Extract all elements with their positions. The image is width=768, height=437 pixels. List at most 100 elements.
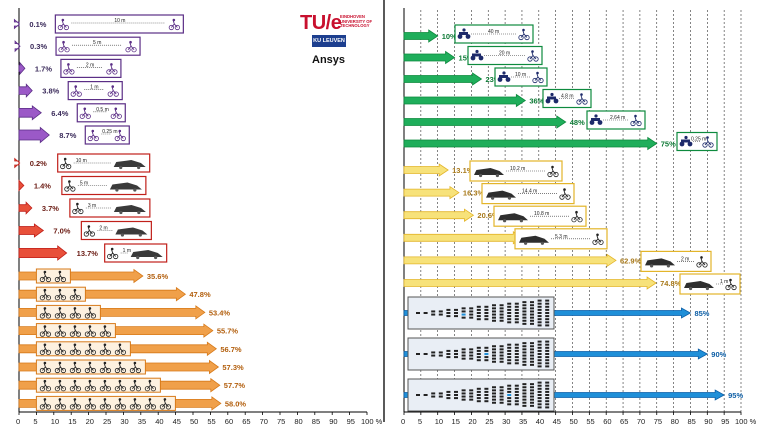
data-label: 3.8% [42, 87, 59, 96]
x-tick-label: 35 [138, 417, 146, 426]
car-icon [113, 205, 146, 215]
cyclist-icon [114, 129, 126, 142]
cyclist-icon [64, 180, 76, 192]
data-label: 3.7% [42, 204, 59, 213]
cyclist-icon [107, 85, 119, 97]
data-label: 13.7% [77, 249, 99, 258]
data-label: 0.1% [29, 20, 46, 29]
distance-label: 2 m [86, 62, 94, 68]
rider-line-inset [35, 341, 131, 357]
peloton-inset [407, 337, 555, 371]
bar-rider-car [14, 157, 21, 169]
car-icon [113, 160, 146, 170]
data-label: 95% [728, 391, 743, 400]
data-label: 6.4% [51, 109, 68, 118]
cyclist-icon [69, 325, 82, 337]
cyclist-icon [70, 85, 82, 97]
data-label: 85% [694, 309, 709, 318]
distance-label: 10 m [515, 72, 526, 78]
cyclist-icon [99, 343, 112, 355]
cyclist-icon [69, 398, 82, 410]
cyclist-icon [125, 40, 137, 53]
distance-label: 40 m [488, 29, 499, 35]
kuleuven-logo: KU LEUVEN [312, 35, 346, 47]
x-tick-label: 30 [120, 417, 128, 426]
cyclist-icon [99, 379, 112, 392]
cyclist-icon [39, 307, 52, 319]
cyclist-icon [114, 343, 127, 355]
cyclist-icon [168, 18, 180, 31]
x-tick-label: 5 [418, 417, 422, 426]
x-tick-label: 65 [242, 417, 250, 426]
distance-inset: 14.4 m [481, 183, 575, 205]
x-tick-label: 80 [294, 417, 302, 426]
rider-line-inset [35, 286, 86, 302]
data-label: 7.0% [53, 227, 70, 236]
cyclist-icon [54, 343, 67, 355]
x-tick-label: 35 [519, 417, 527, 426]
car-icon [684, 281, 714, 291]
x-tick-label: 0 [401, 417, 405, 426]
data-label: 1.7% [35, 64, 52, 73]
data-label: 16.3% [463, 189, 485, 198]
data-label: 8.7% [59, 131, 76, 140]
cyclist-icon [518, 28, 530, 41]
distance-inset: 1 m [104, 243, 168, 263]
cyclist-icon [69, 343, 82, 355]
x-tick-label: 85 [687, 417, 695, 426]
tue-logo-subtitle: EINDHOVEN UNIVERSITY OF TECHNOLOGY [340, 14, 373, 29]
cyclist-icon [79, 107, 91, 119]
x-tick-label: 25 [485, 417, 493, 426]
x-tick-label: 10 [435, 417, 443, 426]
distance-label: 14.4 m [522, 189, 537, 195]
peloton-inset [407, 296, 555, 330]
data-label: 58.0% [225, 399, 247, 408]
bar-rider-pair [18, 105, 42, 121]
distance-label: 10.8 m [534, 211, 549, 217]
x-tick-label: 85 [312, 417, 320, 426]
bar-rider-motorcycle [403, 115, 567, 129]
distance-inset: 2 m [80, 220, 152, 241]
cyclist-icon [84, 398, 97, 410]
data-label: 13.1% [452, 166, 474, 175]
x-tick-label: 90 [329, 417, 337, 426]
motorcycle-icon [589, 114, 603, 125]
motorcycle-icon [497, 71, 511, 82]
bar-rider-pair [18, 83, 33, 98]
distance-label: 5 m [80, 181, 88, 187]
car-icon [498, 213, 528, 223]
distance-label: 1 m [123, 248, 131, 254]
distance-inset: 10.2 m [469, 160, 563, 182]
distance-label: 0.25 m [691, 137, 706, 143]
cyclist-icon [114, 361, 127, 374]
cyclist-icon [129, 398, 141, 410]
data-label: 0.3% [30, 42, 47, 51]
x-tick-label: 65 [620, 417, 628, 426]
car-icon [645, 258, 675, 268]
cyclist-icon [114, 398, 127, 410]
x-tick-label: 70 [260, 417, 268, 426]
cyclist-icon [144, 398, 156, 410]
x-tick-label: 45 [173, 417, 181, 426]
cyclist-icon [54, 379, 67, 392]
cyclist-icon [54, 270, 67, 283]
cyclist-icon [84, 379, 97, 392]
distance-label: 10 m [114, 18, 125, 24]
cyclist-icon [107, 247, 119, 260]
data-label: 62.9% [620, 256, 642, 265]
rider-line-inset [35, 395, 176, 411]
data-label: 55.7% [217, 327, 239, 336]
cyclist-icon [630, 114, 642, 127]
x-tick-label: 50 [190, 417, 198, 426]
cyclist-icon [110, 107, 122, 119]
x-tick-label: 40 [155, 417, 163, 426]
distance-inset: 3 m [69, 198, 151, 218]
data-label: 75% [661, 140, 676, 149]
distance-inset: 10.8 m [493, 205, 587, 227]
data-label: 23% [486, 75, 501, 84]
x-tick-label: 50 [570, 417, 578, 426]
bar-rider-motorcycle [403, 50, 456, 65]
cyclist-icon [99, 398, 112, 410]
cyclist-icon [72, 202, 84, 215]
bar-rider-motorcycle [403, 93, 527, 108]
